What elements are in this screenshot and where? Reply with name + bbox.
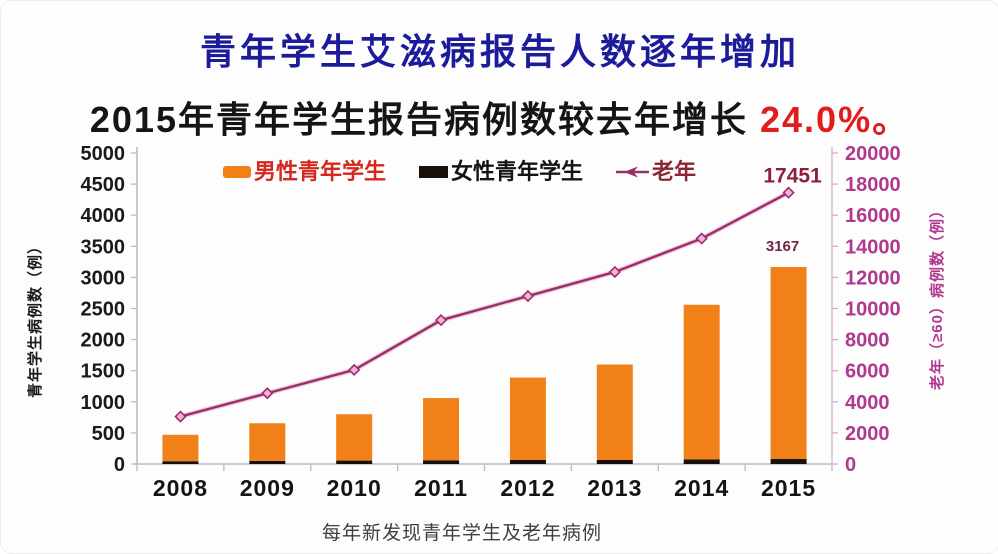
elderly-marker-2010 <box>348 363 361 377</box>
legend-label-male: 男性青年学生 <box>254 159 386 184</box>
y-right-tick-label: 6000 <box>845 361 890 383</box>
bar-male-2013 <box>596 364 633 460</box>
y-right-tick-label: 18000 <box>845 174 901 196</box>
elderly-line <box>180 191 790 418</box>
bar-female-2008 <box>162 461 199 464</box>
elderly-marker-2011 <box>434 314 448 327</box>
x-axis-label-2015: 2015 <box>761 475 816 501</box>
legend-arrow-icon <box>624 166 638 178</box>
elderly-marker-2014 <box>695 232 708 245</box>
combo-chart: 0 500 1000 1500 2000 2500 3000 3500 4000 4500 5000… <box>26 143 946 501</box>
bar-female-2013 <box>596 459 633 464</box>
y-left-tick-label: 2000 <box>81 330 126 352</box>
x-axis-label-2010: 2010 <box>327 475 382 501</box>
bar-male-2012 <box>509 377 546 460</box>
x-axis-label-2013: 2013 <box>587 475 642 501</box>
bar-male-2009 <box>249 423 286 461</box>
y-right-tick-label: 0 <box>845 454 856 476</box>
y-left-tick-label: 3500 <box>81 236 126 258</box>
x-axis-label-2012: 2012 <box>500 475 555 501</box>
subtitle-period: 。 <box>872 99 911 140</box>
y-right-tick-label: 20000 <box>845 143 901 165</box>
legend-label-female: 女性青年学生 <box>451 159 583 184</box>
subtitle-text: 2015年青年学生报告病例数较去年增长 <box>89 99 760 140</box>
y-left-tick-label: 4500 <box>81 174 126 196</box>
y-right-tick-label: 12000 <box>845 267 901 289</box>
bar-female-2012 <box>509 459 546 464</box>
legend-swatch-male-icon <box>223 166 251 178</box>
y-left-tick-label: 5000 <box>81 143 126 165</box>
y-left-tick-label: 4000 <box>81 205 126 227</box>
bar-female-2010 <box>336 460 373 464</box>
y-right-tick-label: 2000 <box>845 423 890 445</box>
y-left-tick-label: 3000 <box>81 267 126 289</box>
y-axis-left-title: 青年学生病例数（例） <box>26 238 44 398</box>
elderly-marker-2012 <box>521 289 535 303</box>
bar-male-2011 <box>423 398 460 461</box>
y-left-tick-label: 500 <box>92 423 125 445</box>
y-right-tick-label: 4000 <box>845 392 890 414</box>
bar-male-2015 <box>770 267 807 460</box>
chart-caption: 每年新发现青年学生及老年病例 <box>321 523 602 544</box>
y-left-tick-label: 2500 <box>81 299 126 321</box>
x-axis-label-2014: 2014 <box>674 475 729 501</box>
elderly-marker-2008 <box>174 410 187 423</box>
subtitle-growth-value: 24.0% <box>760 99 873 140</box>
bar-male-2010 <box>336 414 373 461</box>
y-right-tick-label: 16000 <box>845 205 901 227</box>
bar-male-2008 <box>162 434 199 462</box>
y-left-tick-label: 0 <box>114 454 125 476</box>
bar-female-2009 <box>249 460 286 464</box>
y-right-tick-label: 10000 <box>845 299 901 321</box>
y-right-tick-label: 14000 <box>845 236 901 258</box>
y-left-tick-label: 1500 <box>81 361 126 383</box>
x-axis-label-2009: 2009 <box>240 475 295 501</box>
x-axis-label-2011: 2011 <box>414 475 468 501</box>
bar-female-2014 <box>683 459 720 464</box>
page-title: 青年学生艾滋病报告人数逐年增加 <box>199 31 800 72</box>
bar-total-label: 3167 <box>766 238 799 255</box>
line-endpoint-label: 17451 <box>763 165 822 188</box>
elderly-marker-2013 <box>608 265 621 279</box>
bar-female-2015 <box>770 459 807 464</box>
y-right-tick-label: 8000 <box>845 330 890 352</box>
x-axis-label-2008: 2008 <box>153 475 208 501</box>
bar-male-2014 <box>683 304 720 460</box>
y-left-tick-label: 1000 <box>81 392 126 414</box>
bar-female-2011 <box>423 460 460 464</box>
elderly-marker-2015 <box>782 186 795 199</box>
subtitle: 2015年青年学生报告病例数较去年增长 24.0%。 <box>1 91 998 143</box>
y-axis-right-title: 老年（≥60）病例数（例） <box>928 202 946 391</box>
legend-label-elderly: 老年 <box>651 159 696 184</box>
legend-swatch-female-icon <box>419 166 448 178</box>
elderly-marker-2009 <box>261 387 274 400</box>
